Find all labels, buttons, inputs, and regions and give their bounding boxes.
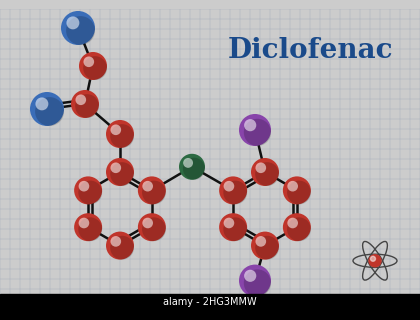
Circle shape [71, 90, 99, 118]
Circle shape [142, 180, 166, 204]
Circle shape [183, 158, 205, 180]
Circle shape [223, 218, 234, 228]
Circle shape [79, 181, 89, 191]
Circle shape [183, 158, 193, 168]
Circle shape [251, 158, 279, 186]
Circle shape [287, 180, 311, 204]
Circle shape [255, 163, 266, 173]
Circle shape [239, 114, 271, 146]
Circle shape [142, 218, 153, 228]
Circle shape [223, 217, 247, 241]
Circle shape [83, 56, 107, 80]
Circle shape [66, 16, 95, 45]
Circle shape [74, 176, 102, 204]
Circle shape [106, 158, 134, 186]
Bar [0, 294, 420, 320]
Circle shape [110, 162, 134, 186]
Circle shape [244, 270, 256, 282]
Circle shape [244, 269, 271, 297]
Circle shape [369, 255, 381, 267]
Circle shape [142, 217, 166, 241]
Circle shape [74, 213, 102, 241]
Circle shape [142, 181, 153, 191]
Circle shape [287, 218, 298, 228]
Circle shape [30, 92, 64, 126]
Circle shape [106, 232, 134, 260]
Circle shape [255, 236, 279, 260]
Circle shape [223, 181, 234, 191]
Text: Diclofenac: Diclofenac [227, 37, 393, 64]
Circle shape [287, 217, 311, 241]
Circle shape [35, 97, 48, 110]
Circle shape [255, 162, 279, 186]
Circle shape [179, 154, 205, 180]
Circle shape [79, 218, 89, 228]
Circle shape [251, 232, 279, 260]
Circle shape [219, 176, 247, 204]
Circle shape [219, 213, 247, 241]
Circle shape [79, 217, 102, 241]
Circle shape [244, 119, 256, 131]
Circle shape [239, 265, 271, 297]
Circle shape [110, 163, 121, 173]
Circle shape [79, 52, 107, 80]
Circle shape [255, 236, 266, 247]
Circle shape [110, 236, 134, 260]
Circle shape [66, 16, 79, 29]
Circle shape [283, 213, 311, 241]
Circle shape [223, 180, 247, 204]
Circle shape [110, 236, 121, 247]
Circle shape [79, 180, 102, 204]
Circle shape [35, 97, 64, 126]
Circle shape [106, 120, 134, 148]
Circle shape [76, 94, 86, 105]
Circle shape [244, 119, 271, 146]
Circle shape [370, 256, 375, 261]
Circle shape [287, 181, 298, 191]
Text: alamy - 2HG3MMW: alamy - 2HG3MMW [163, 297, 257, 307]
Circle shape [110, 124, 134, 148]
Circle shape [138, 176, 166, 204]
Circle shape [138, 213, 166, 241]
Circle shape [283, 176, 311, 204]
Circle shape [84, 56, 94, 67]
Circle shape [110, 124, 121, 135]
Circle shape [61, 11, 95, 45]
Circle shape [75, 94, 99, 118]
